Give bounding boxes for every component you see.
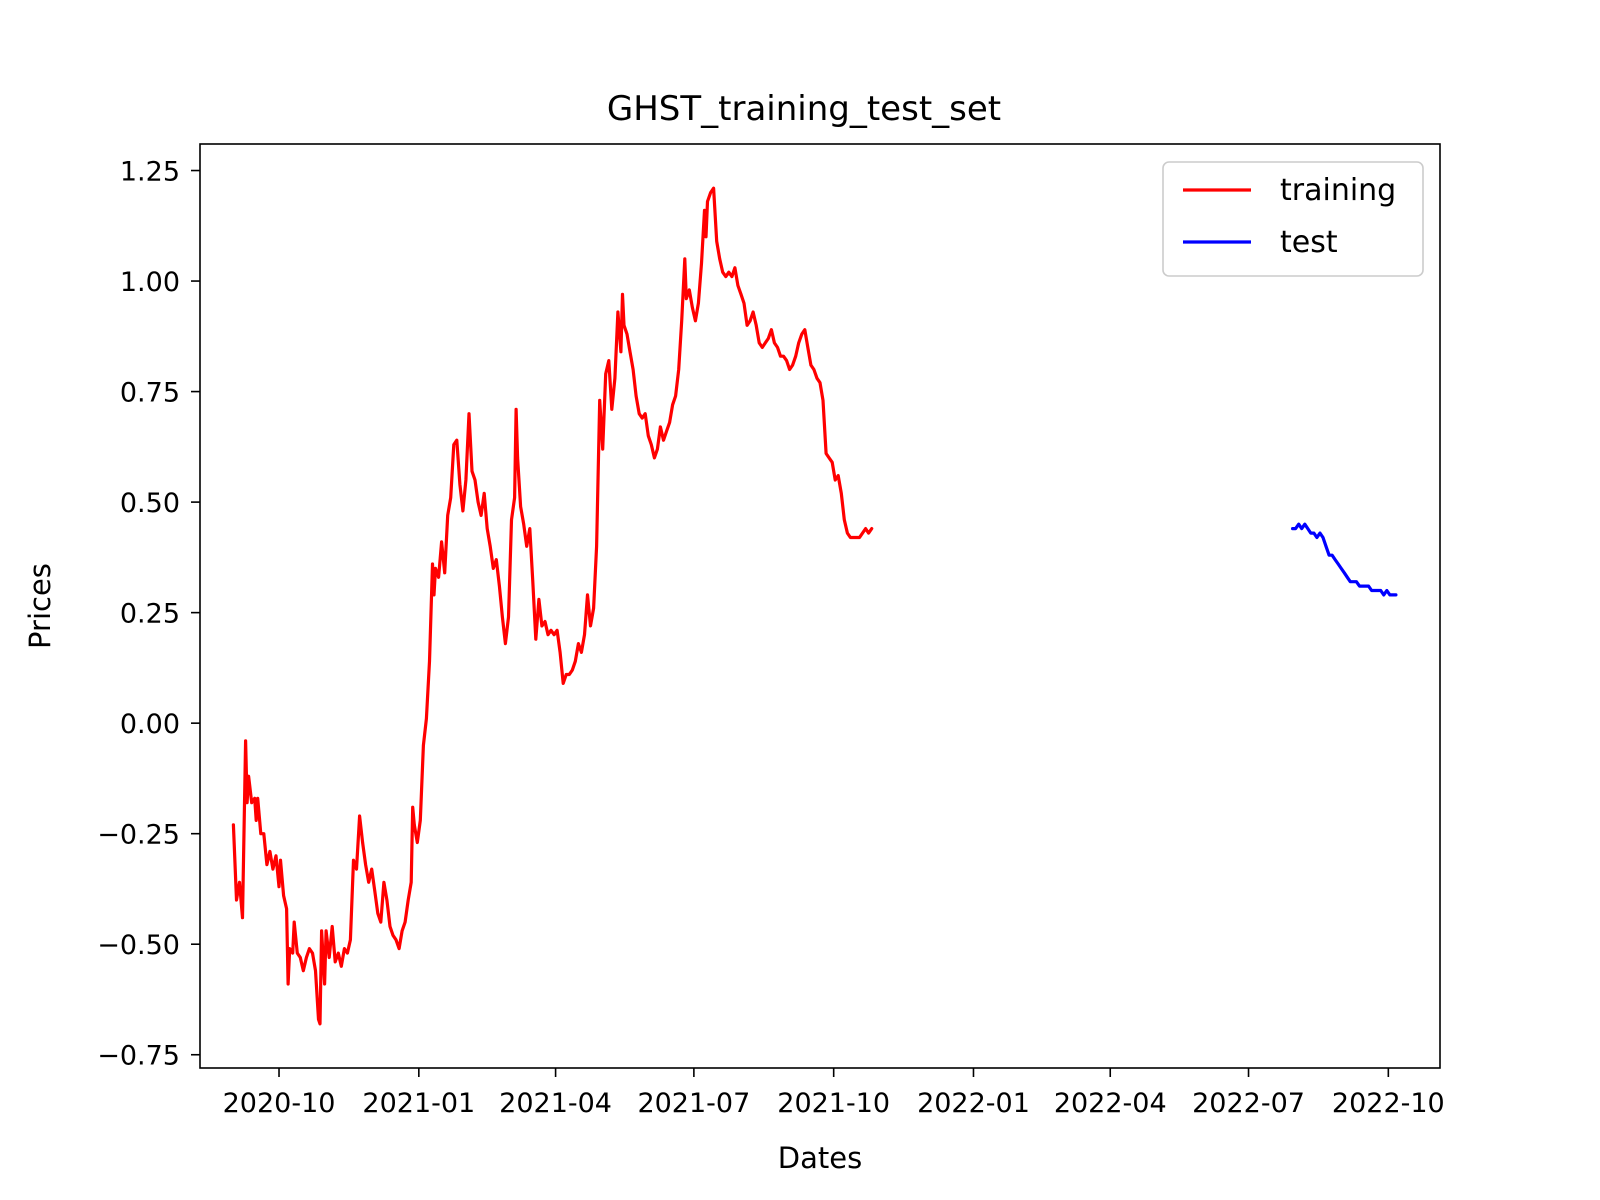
y-tick-label: 0.75 xyxy=(120,378,180,409)
x-tick-label: 2022-10 xyxy=(1332,1088,1445,1119)
y-tick-label: 0.00 xyxy=(120,709,180,740)
y-tick-label: −0.25 xyxy=(97,820,180,851)
x-tick-label: 2022-04 xyxy=(1054,1088,1167,1119)
legend-label-training: training xyxy=(1280,173,1396,208)
legend: training test xyxy=(1162,161,1424,277)
y-tick-label: 0.50 xyxy=(120,488,180,519)
x-tick-label: 2021-01 xyxy=(362,1088,475,1119)
x-tick-label: 2021-04 xyxy=(499,1088,612,1119)
x-tick-label: 2022-01 xyxy=(917,1088,1030,1119)
y-tick-label: −0.50 xyxy=(97,930,180,961)
x-tick-label: 2021-07 xyxy=(637,1088,750,1119)
x-axis: 2020-10 2021-01 2021-04 2021-07 2021-10 2022-… xyxy=(223,1068,1445,1119)
plot-background xyxy=(200,144,1440,1068)
series-line-training xyxy=(231,186,874,1026)
x-tick-label: 2020-10 xyxy=(223,1088,336,1119)
y-tick-label: 1.25 xyxy=(120,157,180,188)
x-tick-label: 2021-10 xyxy=(777,1088,890,1119)
series-line-test xyxy=(1291,522,1398,597)
plot-area xyxy=(199,143,1441,1069)
x-tick-label: 2022-07 xyxy=(1192,1088,1305,1119)
chart-title: GHST_training_test_set xyxy=(607,89,1001,129)
y-tick-label: −0.75 xyxy=(97,1041,180,1072)
y-tick-label: 1.00 xyxy=(120,267,180,298)
plot-frame xyxy=(199,143,1441,1069)
y-tick-label: 0.25 xyxy=(120,599,180,630)
legend-label-test: test xyxy=(1280,225,1338,260)
series-layer xyxy=(231,186,1398,1026)
y-axis: 1.25 1.00 0.75 0.50 0.25 0.00 −0.25 −0.50 −0.75 xyxy=(97,157,200,1072)
y-axis-label: Prices xyxy=(23,563,57,649)
x-axis-label: Dates xyxy=(778,1141,862,1175)
